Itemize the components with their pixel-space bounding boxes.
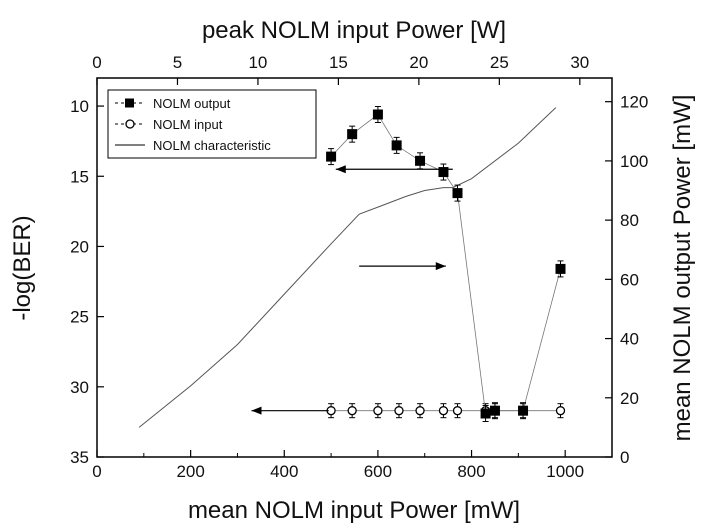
y-tick-label: 20 [70, 237, 89, 256]
axis-ticks [96, 78, 612, 458]
x-axis-title: mean NOLM input Power [mW] [188, 497, 520, 524]
legend-nolm-characteristic-label: NOLM characteristic [153, 138, 271, 153]
x2-tick-label: 30 [570, 53, 589, 72]
nolm-output-point [438, 167, 449, 178]
nolm-output-point [415, 155, 426, 166]
nolm-input-point [452, 406, 463, 416]
nolm-input-point [438, 406, 449, 416]
y2-tick-label: 0 [620, 448, 629, 467]
legend-nolm-input-label: NOLM input [153, 117, 223, 132]
nolm-output-point [372, 109, 383, 120]
y2-axis-title: mean NOLM output Power [mW] [669, 95, 696, 442]
arrow-head [335, 165, 346, 174]
nolm-input-point [415, 406, 425, 416]
x2-tick-label: 10 [248, 53, 267, 72]
x2-axis-title: peak NOLM input Power [W] [202, 17, 506, 44]
x-tick-label: 1000 [546, 462, 584, 481]
series-layer [138, 105, 566, 428]
nolm-input-point [394, 406, 404, 416]
x-tick-label: 600 [364, 462, 392, 481]
nolm-output-point [480, 408, 491, 419]
legend-nolm-output-marker [125, 98, 134, 108]
x2-tick-label: 0 [92, 53, 101, 72]
y-tick-label: 30 [70, 378, 89, 397]
nolm-characteristic-line [138, 107, 557, 428]
annotation-layer [251, 165, 453, 415]
y2-tick-label: 40 [620, 330, 639, 349]
nolm-output-point [489, 405, 500, 416]
nolm-output-point [347, 129, 358, 140]
y2-tick-label: 60 [620, 270, 639, 289]
nolm-output-point [555, 263, 566, 274]
y2-tick-label: 120 [620, 93, 648, 112]
nolm-output-line [330, 113, 561, 415]
x-tick-label: 0 [92, 462, 101, 481]
arrow-head [251, 406, 262, 415]
arrow-head [435, 262, 446, 271]
nolm-output-point [391, 140, 402, 151]
x2-tick-label: 25 [490, 53, 509, 72]
y-tick-label: 25 [70, 308, 89, 327]
legend-nolm-output-label: NOLM output [153, 96, 231, 111]
legend: NOLM output NOLM input NOLM characterist… [107, 89, 317, 159]
plot-frame [96, 77, 613, 458]
y2-tick-label: 100 [620, 152, 648, 171]
nolm-input-point [555, 406, 566, 416]
nolm-input-point [373, 406, 383, 416]
y-axis-title: -log(BER) [9, 215, 36, 320]
nolm-input-point [347, 406, 357, 416]
nolm-output-point [518, 405, 529, 416]
x-tick-label: 200 [176, 462, 204, 481]
y-tick-label: 15 [70, 167, 89, 186]
nolm-output-point [326, 151, 337, 162]
legend-nolm-input-marker [125, 119, 135, 129]
y2-tick-label: 20 [620, 389, 639, 408]
x-tick-label: 400 [270, 462, 298, 481]
legend-box [107, 89, 317, 159]
y-tick-label: 10 [70, 97, 89, 116]
x2-tick-label: 15 [329, 53, 348, 72]
x2-tick-label: 20 [409, 53, 428, 72]
y2-tick-label: 80 [620, 211, 639, 230]
x2-tick-label: 5 [173, 53, 182, 72]
x-tick-label: 800 [457, 462, 485, 481]
y-tick-label: 35 [70, 448, 89, 467]
nolm-output-point [452, 188, 463, 199]
